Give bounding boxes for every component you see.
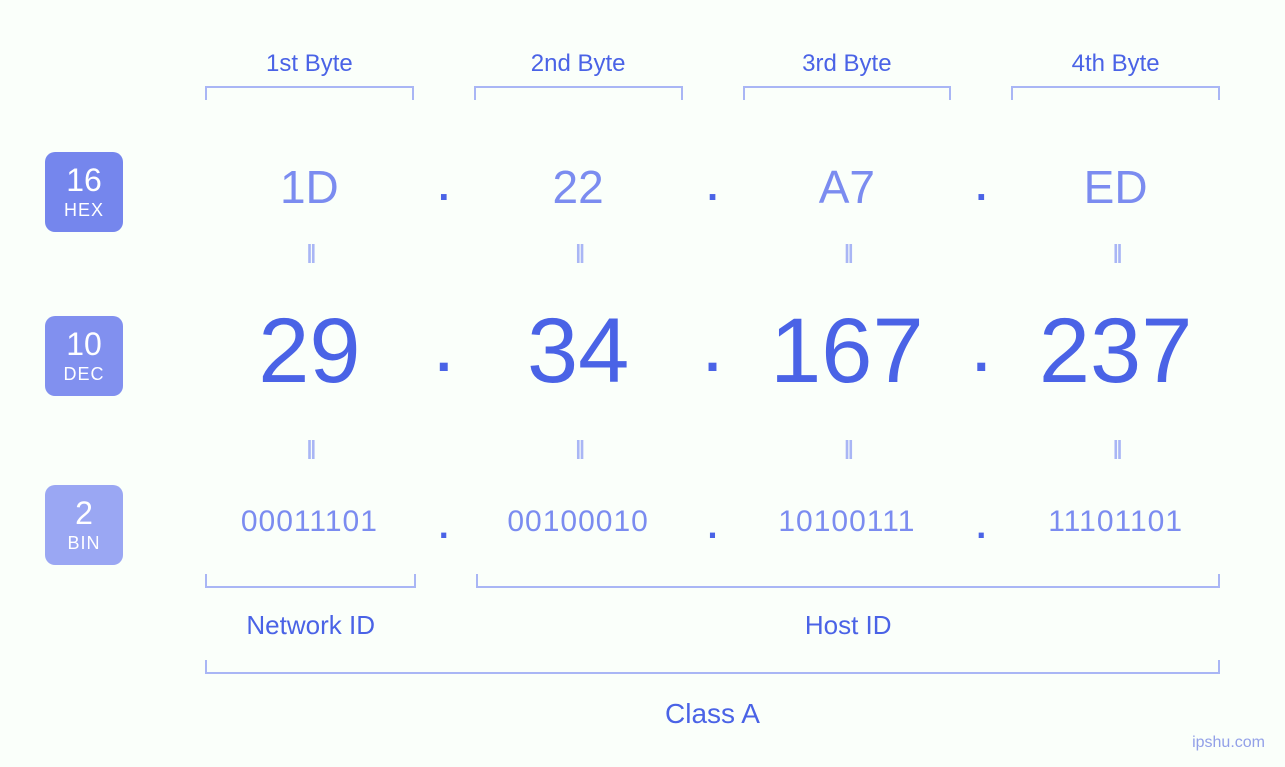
bin-val-4: 11101101 (1048, 505, 1183, 538)
dec-val-3: 167 (770, 300, 924, 402)
bin-radix: 2 (75, 497, 93, 529)
equals-row-2: II II II II (195, 434, 1230, 466)
equals-icon: II (306, 238, 314, 269)
bin-row: 00011101 . 00100010 . 10100111 . 1110110… (195, 505, 1230, 547)
equals-icon: II (843, 434, 851, 465)
dec-radix: 10 (66, 328, 102, 360)
bin-val-2: 00100010 (507, 505, 648, 538)
bin-label: BIN (67, 533, 100, 554)
host-bracket (476, 574, 1220, 588)
dot: . (976, 505, 986, 547)
byte-header-4: 4th Byte (1072, 50, 1160, 77)
dot: . (707, 165, 718, 210)
equals-icon: II (574, 434, 582, 465)
class-label: Class A (195, 698, 1230, 730)
dot: . (707, 505, 717, 547)
host-id-label: Host ID (466, 610, 1230, 641)
hex-val-4: ED (1084, 161, 1148, 213)
dot: . (705, 319, 721, 384)
dot: . (438, 165, 449, 210)
equals-icon: II (306, 434, 314, 465)
hex-val-2: 22 (553, 161, 604, 213)
byte-header-3: 3rd Byte (802, 50, 891, 77)
top-bracket (743, 86, 952, 100)
hex-val-1: 1D (280, 161, 339, 213)
dot: . (976, 165, 987, 210)
equals-icon: II (1112, 238, 1120, 269)
byte-headers: 1st Byte 2nd Byte 3rd Byte 4th Byte (195, 50, 1230, 100)
bin-badge: 2 BIN (45, 485, 123, 565)
top-bracket (205, 86, 414, 100)
dot: . (439, 505, 449, 547)
dec-val-1: 29 (258, 300, 360, 402)
hex-badge: 16 HEX (45, 152, 123, 232)
equals-icon: II (843, 238, 851, 269)
byte-header-1: 1st Byte (266, 50, 353, 77)
dot: . (436, 319, 452, 384)
dot: . (973, 319, 989, 384)
hex-label: HEX (64, 200, 104, 221)
dec-badge: 10 DEC (45, 316, 123, 396)
hex-val-3: A7 (819, 161, 875, 213)
top-bracket (474, 86, 683, 100)
hex-row: 1D . 22 . A7 . ED (195, 160, 1230, 214)
dec-val-4: 237 (1039, 300, 1193, 402)
dec-label: DEC (63, 364, 104, 385)
equals-icon: II (1112, 434, 1120, 465)
network-bracket (205, 574, 416, 588)
bin-val-3: 10100111 (778, 505, 915, 538)
network-id-label: Network ID (195, 610, 426, 641)
equals-icon: II (574, 238, 582, 269)
hex-radix: 16 (66, 164, 102, 196)
class-bracket (205, 660, 1220, 674)
equals-row-1: II II II II (195, 238, 1230, 270)
top-bracket (1011, 86, 1220, 100)
dec-row: 29 . 34 . 167 . 237 (195, 305, 1230, 397)
bin-val-1: 00011101 (241, 505, 378, 538)
byte-header-2: 2nd Byte (531, 50, 626, 77)
dec-val-2: 34 (527, 300, 629, 402)
watermark: ipshu.com (1192, 734, 1265, 752)
